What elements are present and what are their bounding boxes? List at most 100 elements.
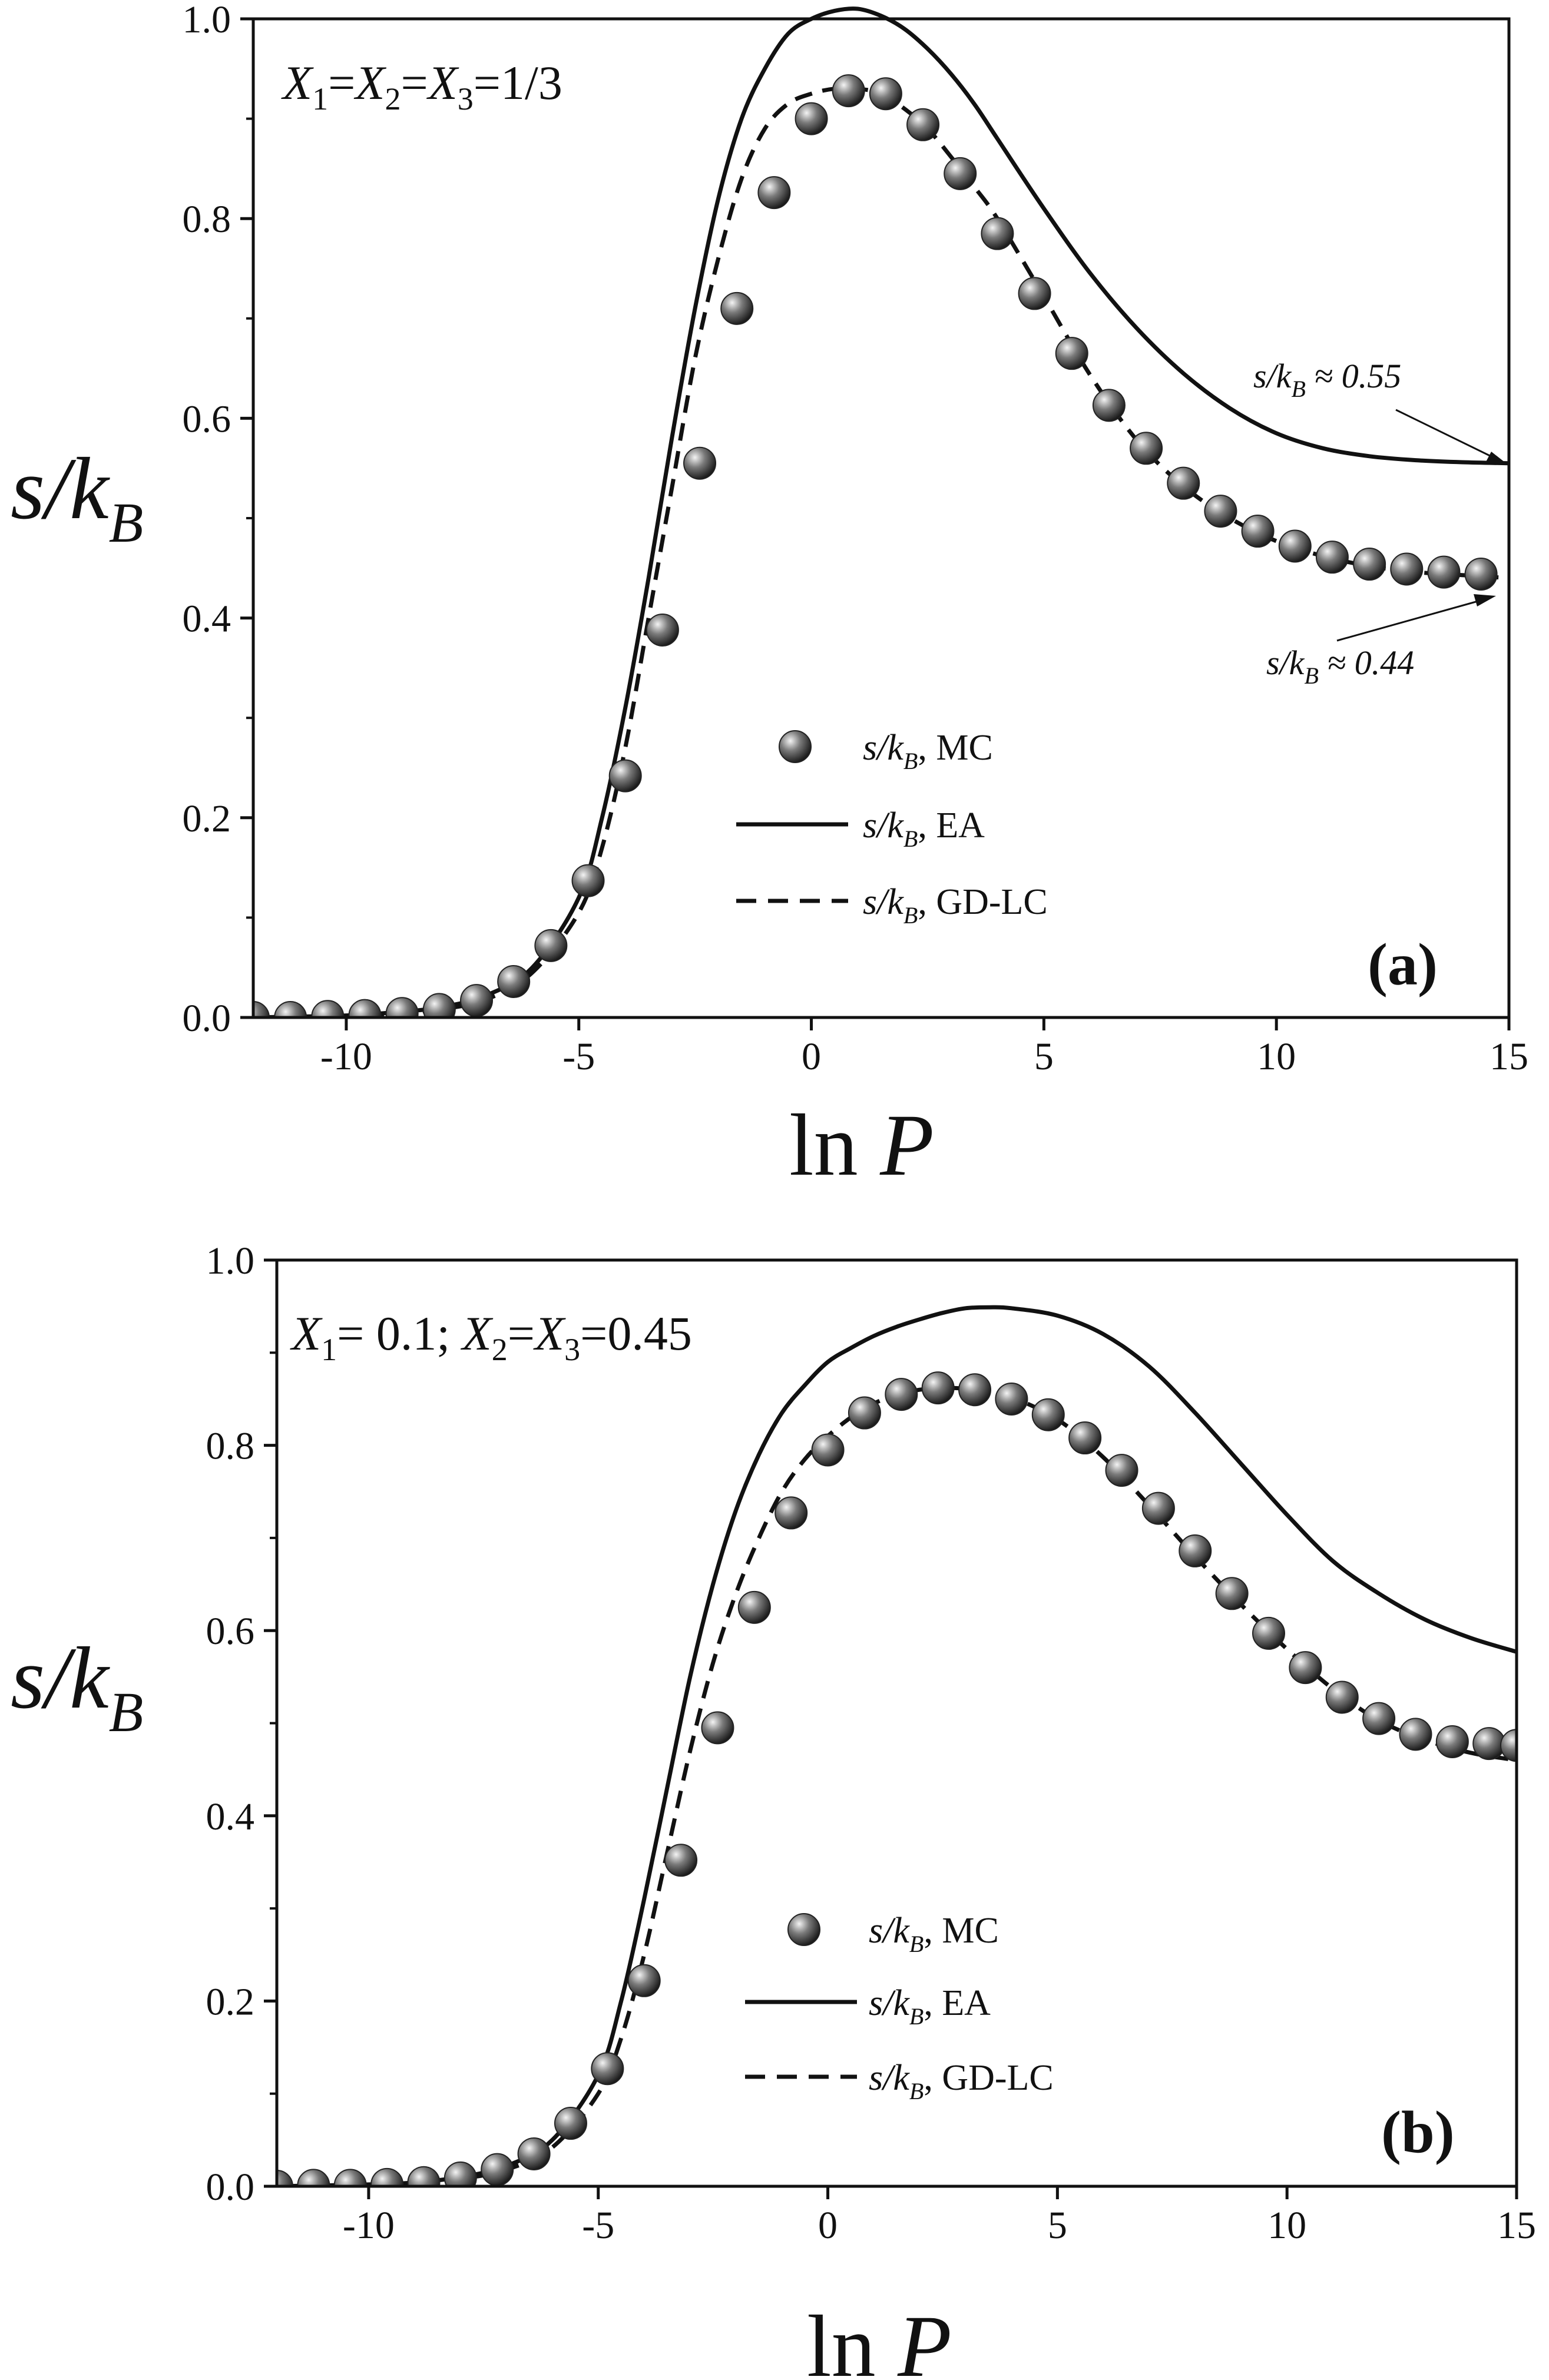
mc-point-b-0 bbox=[277, 2170, 293, 2186]
x-axis-title-a: ln P bbox=[789, 1096, 934, 1194]
mc-point-b-21 bbox=[1031, 1398, 1065, 1431]
mc-point-a-23 bbox=[1092, 389, 1126, 422]
mc-point-a-5 bbox=[422, 993, 456, 1017]
mc-point-b-27 bbox=[1252, 1616, 1285, 1650]
legend-label-gdlc-b: s/kB, GD-LC bbox=[869, 2058, 1054, 2104]
mc-point-a-31 bbox=[1390, 552, 1424, 586]
mc-point-a-24 bbox=[1130, 432, 1163, 465]
mc-point-a-1 bbox=[274, 1001, 307, 1017]
legend-b: s/kB, MC s/kB, EA s/kB, GD-LC bbox=[745, 1911, 1054, 2104]
x-tick-label-a-2: 0 bbox=[802, 1035, 821, 1078]
mc-point-b-5 bbox=[443, 2161, 477, 2186]
mc-point-a-11 bbox=[646, 613, 679, 647]
mc-point-a-22 bbox=[1055, 337, 1088, 370]
panel-label-a: (a) bbox=[1368, 932, 1438, 998]
mc-point-b-24 bbox=[1141, 1491, 1175, 1525]
legend-marker-mc-a bbox=[779, 730, 812, 763]
composition-label-a: X1=X2=X3=1/3 bbox=[281, 56, 562, 117]
annotation-arrowhead-0.55 bbox=[1485, 452, 1508, 465]
mc-point-b-12 bbox=[701, 1711, 734, 1745]
x-tick-label-a-3: 5 bbox=[1034, 1035, 1054, 1078]
plot-area-b bbox=[277, 1305, 1517, 2186]
y-tick-label-b-0: 0.0 bbox=[206, 2166, 255, 2209]
x-tick-label-b-0: -10 bbox=[343, 2204, 395, 2247]
mc-point-b-30 bbox=[1362, 1702, 1396, 1735]
mc-point-a-13 bbox=[720, 291, 754, 325]
mc-point-b-14 bbox=[774, 1496, 808, 1530]
composition-label-b: X1= 0.1; X2=X3=0.45 bbox=[290, 1307, 692, 1367]
mc-point-b-11 bbox=[664, 1844, 698, 1877]
mc-point-a-7 bbox=[497, 964, 531, 998]
mc-point-b-10 bbox=[627, 1964, 661, 1997]
y-tick-label-a-3: 0.6 bbox=[183, 397, 231, 440]
x-tick-label-b-5: 15 bbox=[1497, 2204, 1536, 2247]
mc-point-a-17 bbox=[869, 77, 902, 111]
y-tick-label-a-0: 0.0 bbox=[183, 997, 231, 1040]
mc-point-a-8 bbox=[534, 929, 568, 962]
ticks-b: -10 -5 0 5 10 15 0.0 0.2 0.4 0.6 0.8 1.0 bbox=[206, 1239, 1537, 2247]
mc-point-b-4 bbox=[407, 2166, 441, 2186]
mc-point-b-9 bbox=[591, 2052, 624, 2086]
mc-point-b-19 bbox=[958, 1373, 992, 1407]
panel-a: -10 -5 0 5 10 15 0.0 0.2 0.4 0.6 0.8 1.0 X1=X2=X3=1… bbox=[11, 0, 1528, 1194]
mc-point-b-26 bbox=[1215, 1577, 1249, 1610]
annotation-arrow-0.44 bbox=[1336, 598, 1485, 642]
mc-point-b-16 bbox=[848, 1396, 881, 1430]
mc-point-a-32 bbox=[1427, 555, 1461, 589]
mc-point-b-8 bbox=[554, 2107, 587, 2140]
mc-point-a-28 bbox=[1278, 529, 1312, 563]
legend-label-mc-a: s/kB, MC bbox=[863, 728, 993, 774]
mc-point-a-27 bbox=[1241, 515, 1275, 548]
mc-point-a-25 bbox=[1167, 466, 1200, 500]
mc-point-b-17 bbox=[885, 1378, 918, 1411]
mc-point-b-29 bbox=[1325, 1680, 1359, 1714]
mc-point-b-34 bbox=[1500, 1729, 1517, 1762]
annotation-0.44: s/kB ≈ 0.44 bbox=[1266, 644, 1414, 689]
mc-point-b-7 bbox=[517, 2137, 551, 2170]
mc-point-a-26 bbox=[1204, 495, 1237, 528]
mc-point-b-22 bbox=[1068, 1421, 1102, 1455]
mc-point-a-6 bbox=[460, 984, 494, 1017]
legend-a: s/kB, MC s/kB, EA s/kB, GD-LC bbox=[736, 728, 1048, 929]
mc-point-b-32 bbox=[1435, 1725, 1469, 1758]
mc-point-a-29 bbox=[1315, 541, 1349, 574]
mc-point-b-3 bbox=[370, 2167, 404, 2186]
mc-point-b-28 bbox=[1289, 1651, 1322, 1685]
mc-point-a-30 bbox=[1353, 548, 1386, 581]
y-tick-label-b-2: 0.4 bbox=[206, 1795, 255, 1838]
mc-point-a-12 bbox=[683, 446, 717, 480]
mc-point-b-13 bbox=[737, 1590, 771, 1624]
legend-label-ea-a: s/kB, EA bbox=[863, 806, 985, 852]
mc-point-a-0 bbox=[253, 1001, 270, 1017]
x-tick-label-b-3: 5 bbox=[1048, 2204, 1067, 2247]
x-tick-label-a-5: 15 bbox=[1490, 1035, 1528, 1078]
mc-point-a-20 bbox=[981, 217, 1014, 250]
mc-point-b-31 bbox=[1399, 1718, 1432, 1751]
mc-point-b-25 bbox=[1179, 1534, 1212, 1567]
panel-label-b: (b) bbox=[1381, 2099, 1455, 2166]
y-tick-label-b-1: 0.2 bbox=[206, 1980, 255, 2023]
mc-point-a-16 bbox=[832, 74, 865, 108]
y-tick-label-b-3: 0.6 bbox=[206, 1610, 255, 1653]
x-axis-title-b: ln P bbox=[807, 2298, 952, 2380]
series-line-gdlc-b bbox=[277, 1385, 1517, 2186]
legend-marker-mc-b bbox=[787, 1913, 820, 1946]
mc-point-a-33 bbox=[1464, 557, 1498, 591]
mc-point-a-19 bbox=[944, 157, 977, 190]
mc-point-b-6 bbox=[481, 2153, 514, 2186]
y-tick-label-b-4: 0.8 bbox=[206, 1425, 255, 1468]
legend-label-mc-b: s/kB, MC bbox=[869, 1911, 999, 1957]
x-tick-label-b-1: -5 bbox=[582, 2204, 614, 2247]
y-tick-label-a-2: 0.4 bbox=[183, 598, 231, 641]
x-tick-label-b-4: 10 bbox=[1267, 2204, 1306, 2247]
x-tick-label-a-0: -10 bbox=[320, 1035, 372, 1078]
annotation-arrow-0.55 bbox=[1395, 409, 1500, 462]
legend-label-ea-b: s/kB, EA bbox=[869, 1983, 991, 2030]
mc-point-a-21 bbox=[1018, 277, 1051, 310]
series-line-ea-b bbox=[277, 1305, 1517, 2186]
mc-point-a-15 bbox=[795, 102, 828, 135]
y-tick-label-a-4: 0.8 bbox=[183, 198, 231, 241]
x-tick-label-a-1: -5 bbox=[562, 1035, 595, 1078]
